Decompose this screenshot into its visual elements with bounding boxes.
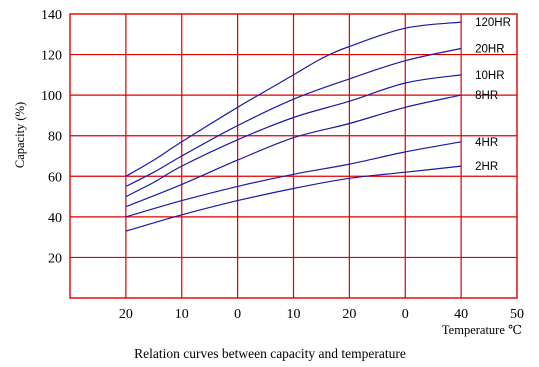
y-tick-label: 40	[48, 211, 62, 226]
x-tick-label: 50	[510, 307, 524, 322]
y-tick-labels: 20 40 60 80 100 120 140	[41, 8, 62, 266]
x-tick-label: 10	[287, 307, 301, 322]
series-lines	[125, 21, 462, 232]
x-tick-label: 10	[175, 307, 189, 322]
x-tick-label: 20	[119, 307, 133, 322]
y-tick-label: 20	[48, 251, 62, 266]
y-tick-label: 120	[41, 49, 62, 64]
x-tick-label: 20	[342, 307, 356, 322]
series-line-10hr	[125, 74, 462, 198]
x-tick-labels: 20 10 0 10 20 0 40 50	[119, 307, 524, 322]
y-axis-label: Capacity (%)	[13, 102, 27, 168]
x-tick-label: 0	[402, 307, 409, 322]
y-tick-label: 140	[41, 8, 62, 23]
x-axis-label: Temperature ℃	[442, 323, 522, 337]
series-label: 2HR	[475, 161, 498, 173]
series-line-2hr	[125, 165, 462, 232]
series-line-120hr	[125, 21, 462, 177]
series-label: 10HR	[475, 70, 504, 82]
grid	[69, 13, 518, 299]
y-tick-label: 100	[41, 89, 62, 104]
y-tick-label: 80	[48, 130, 62, 145]
series-label: 4HR	[475, 137, 498, 149]
series-label: 120HR	[475, 17, 511, 29]
x-tick-label: 40	[454, 307, 468, 322]
x-tick-label: 0	[234, 307, 241, 322]
series-label: 20HR	[475, 43, 504, 55]
series-labels: 120HR 20HR 10HR 8HR 4HR 2HR	[475, 17, 511, 173]
series-line-4hr	[125, 141, 462, 218]
series-line-20hr	[125, 47, 462, 187]
chart-caption: Relation curves between capacity and tem…	[134, 346, 406, 361]
series-line-8hr	[125, 94, 462, 208]
series-label: 8HR	[475, 90, 498, 102]
y-tick-label: 60	[48, 170, 62, 185]
